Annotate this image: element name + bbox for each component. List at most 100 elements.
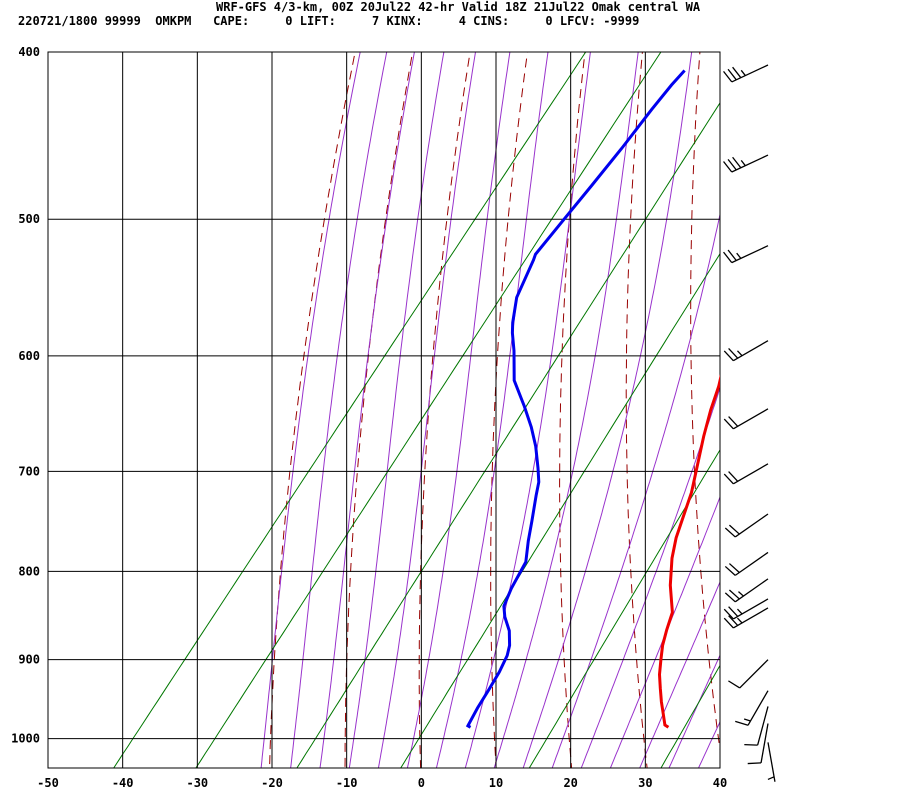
- wind-barb-feather: [728, 615, 739, 626]
- dry-adiabat-line: [872, 0, 900, 800]
- y-tick-label: 800: [18, 564, 40, 578]
- wind-barb-feather: [724, 527, 736, 538]
- moist-adiabat-line: [708, 0, 900, 800]
- wind-barb-feather: [728, 416, 739, 427]
- wind-barb: [744, 706, 769, 746]
- moist-adiabat-line: [435, 52, 549, 768]
- wind-barb-feather: [728, 524, 740, 535]
- wind-barb-feather: [728, 606, 739, 617]
- wind-barb-feather: [724, 565, 736, 576]
- wind-barb-staff: [747, 690, 769, 726]
- y-tick-label: 500: [18, 212, 40, 226]
- mixing-ratio-line: [727, 0, 900, 800]
- wind-barb-feather: [728, 589, 740, 600]
- wind-barb: [767, 742, 776, 782]
- wind-barb-staff: [734, 578, 769, 603]
- dry-adiabat-line: [690, 52, 720, 754]
- sounding-indices-line: 220721/1800 99999 OMKPM CAPE: 0 LIFT: 7 …: [18, 14, 640, 28]
- sounding-profiles: [465, 69, 720, 729]
- x-tick-label: -50: [37, 776, 59, 790]
- y-tick-label: 600: [18, 349, 40, 363]
- wind-barb-half-feather: [736, 617, 743, 624]
- moist-adiabat-line: [290, 52, 388, 768]
- wind-barb-feather: [727, 249, 737, 261]
- wind-barb-feather: [723, 350, 734, 362]
- grid: [47, 51, 721, 769]
- x-tick-label: -40: [112, 776, 134, 790]
- moist-adiabat-line: [260, 52, 361, 768]
- wind-barb-feather: [747, 762, 762, 765]
- mixing-ratio-line: [400, 252, 720, 768]
- wind-barb-half-feather: [736, 252, 742, 259]
- wind-barb-staff: [733, 463, 769, 485]
- wind-barb-half-feather: [767, 776, 775, 781]
- wind-barb: [723, 64, 769, 83]
- dry-adiabat-line: [814, 0, 883, 800]
- wind-barb-feather: [728, 563, 740, 573]
- wind-barb: [723, 408, 769, 430]
- wind-barb: [723, 340, 769, 362]
- wind-barb-staff: [757, 706, 769, 746]
- wind-barbs: [723, 64, 776, 782]
- wind-barb-feather: [723, 251, 733, 264]
- wind-barb-half-feather: [743, 718, 751, 722]
- wind-barb-feather: [728, 347, 739, 359]
- dry-adiabat-line: [344, 52, 414, 768]
- y-tick-label: 1000: [11, 732, 40, 746]
- moist-adiabat-line: [493, 52, 639, 768]
- wind-barb: [724, 551, 769, 576]
- y-tick-label: 400: [18, 45, 40, 59]
- wind-barb-staff: [760, 723, 769, 763]
- wind-barb-staff: [731, 154, 769, 173]
- wind-barb: [728, 659, 769, 689]
- wind-barb-feather: [728, 680, 741, 689]
- wind-barb-feather: [732, 156, 742, 169]
- wind-barb: [723, 154, 769, 173]
- wind-barb-feather: [727, 158, 737, 171]
- wind-barb: [723, 598, 769, 620]
- moist-adiabat-line: [609, 495, 720, 768]
- wind-barb-half-feather: [740, 69, 746, 76]
- x-tick-label: 30: [638, 776, 652, 790]
- wind-barb-half-feather: [740, 160, 746, 167]
- temperature-profile-line: [657, 374, 720, 729]
- x-tick-label: 10: [489, 776, 503, 790]
- x-tick-label: -20: [261, 776, 283, 790]
- wind-barb-feather: [735, 720, 749, 726]
- wind-barb: [724, 578, 769, 603]
- wind-barb-staff: [733, 607, 769, 629]
- wind-barb: [723, 607, 769, 629]
- wind-barb-feather: [723, 617, 734, 629]
- x-tick-label: 20: [563, 776, 577, 790]
- wind-barb-feather: [723, 473, 734, 485]
- dewpoint-profile-line: [465, 69, 686, 729]
- chart-header: WRF-GFS 4/3-km, 00Z 20Jul22 42-hr Valid …: [0, 0, 900, 34]
- wind-barb: [724, 513, 769, 538]
- dry-adiabat-line: [753, 0, 806, 800]
- wind-barb: [723, 463, 769, 485]
- wind-barb-feather: [723, 161, 733, 173]
- mixing-ratio-line: [195, 52, 662, 768]
- plot-frame: [47, 51, 721, 769]
- wind-barb-staff: [733, 598, 769, 620]
- moist-adiabat-line: [406, 52, 511, 768]
- wind-barb-feather: [724, 592, 736, 603]
- wind-barb-half-feather: [736, 608, 743, 615]
- dry-adiabat-line: [490, 52, 529, 768]
- wind-barb-staff: [739, 659, 769, 689]
- wind-barb-feather: [723, 418, 734, 430]
- y-tick-label: 700: [18, 464, 40, 478]
- wind-barb-feather: [728, 471, 739, 482]
- wind-barb: [723, 245, 769, 264]
- moist-adiabat-line: [464, 52, 591, 768]
- wind-barb-feather: [723, 608, 734, 620]
- wind-barb: [735, 690, 769, 726]
- x-tick-label: 40: [713, 776, 727, 790]
- wind-barb: [747, 723, 769, 765]
- moist-adiabat-line: [639, 580, 720, 768]
- wind-barb-half-feather: [736, 350, 743, 357]
- dry-adiabat-line: [268, 52, 356, 768]
- wind-barb-feather: [723, 70, 733, 83]
- wind-barb-staff: [767, 742, 776, 782]
